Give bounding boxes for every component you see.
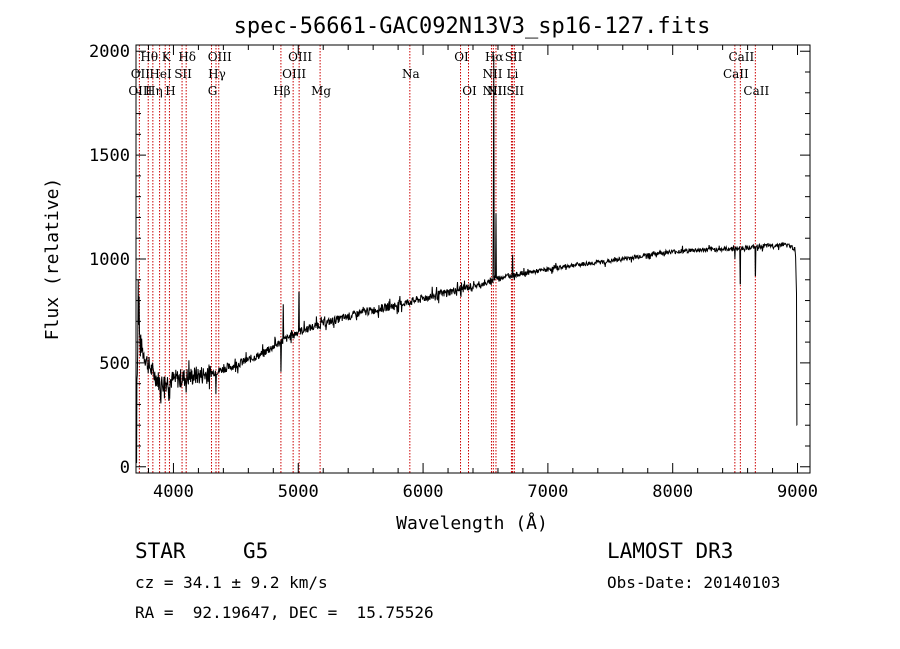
y-tick-label: 2000	[89, 42, 130, 62]
line-marker-label: OI	[454, 50, 469, 64]
line-marker-label: Mg	[311, 84, 331, 98]
line-marker-label: OII	[131, 67, 151, 81]
line-marker-label: OIII	[128, 84, 152, 98]
line-marker-label: SII	[505, 50, 523, 64]
line-marker-label: CaII	[723, 67, 749, 81]
spectrum	[135, 55, 798, 464]
line-marker-labels: HθOIIOIIIHηHeIKHSIIHδGHγOIIIHβOIIIOIIIMg…	[128, 50, 769, 98]
line-marker-label: NII	[482, 67, 502, 81]
object-class: STAR	[135, 539, 186, 563]
line-marker-label: OI	[462, 84, 477, 98]
line-marker-label: NII	[487, 84, 507, 98]
line-markers	[138, 45, 756, 473]
line-marker-label: K	[162, 50, 172, 64]
y-axis-label: Flux (relative)	[42, 178, 63, 341]
line-marker-label: OIII	[282, 67, 306, 81]
line-marker-label: SII	[174, 67, 192, 81]
line-marker-label: CaII	[743, 84, 769, 98]
spectrum-line	[135, 55, 798, 464]
line-marker-label: Hβ	[273, 84, 290, 98]
x-tick-label: 5000	[278, 482, 319, 502]
x-tick-label: 7000	[527, 482, 568, 502]
object-subclass: G5	[243, 539, 269, 563]
y-tick-label: 1500	[89, 146, 130, 166]
chart-title: spec-56661-GAC092N13V3_sp16-127.fits	[234, 14, 711, 39]
line-marker-label: OIII	[288, 50, 312, 64]
line-marker-label: NII	[482, 84, 502, 98]
y-tick-label: 1000	[89, 250, 130, 270]
axis-ticks: 4000 5000 6000 7000 8000 9000 0 500 1000 1500 2000	[89, 42, 818, 502]
x-tick-label: 6000	[403, 482, 444, 502]
line-marker-label: HeI	[149, 67, 172, 81]
y-tick-label: 0	[120, 458, 130, 478]
line-marker-label: CaII	[728, 50, 754, 64]
line-marker-label: Hθ	[140, 50, 158, 64]
x-tick-label: 9000	[777, 482, 818, 502]
line-marker-label: G	[208, 84, 218, 98]
line-marker-label: Hη	[145, 84, 163, 98]
x-tick-label: 8000	[652, 482, 693, 502]
y-tick-label: 500	[99, 354, 130, 374]
line-marker-label: Hγ	[208, 67, 226, 81]
obs-date-text: Obs-Date: 20140103	[607, 573, 781, 592]
line-marker-label: OIII	[208, 50, 232, 64]
line-marker-label: H	[165, 84, 175, 98]
line-marker-label: Hδ	[178, 50, 196, 64]
x-axis-label: Wavelength (Å)	[396, 512, 548, 534]
survey-name: LAMOST DR3	[607, 539, 734, 563]
line-marker-label: Hα	[485, 50, 504, 64]
redshift-text: cz = 34.1 ± 9.2 km/s	[135, 573, 328, 592]
line-marker-label: Li	[507, 67, 519, 81]
plot-frame	[135, 44, 811, 474]
x-tick-label: 4000	[153, 482, 194, 502]
line-marker-label: Na	[402, 67, 420, 81]
coordinates-text: RA = 92.19647, DEC = 15.75526	[135, 603, 434, 622]
line-marker-label: SII	[506, 84, 524, 98]
